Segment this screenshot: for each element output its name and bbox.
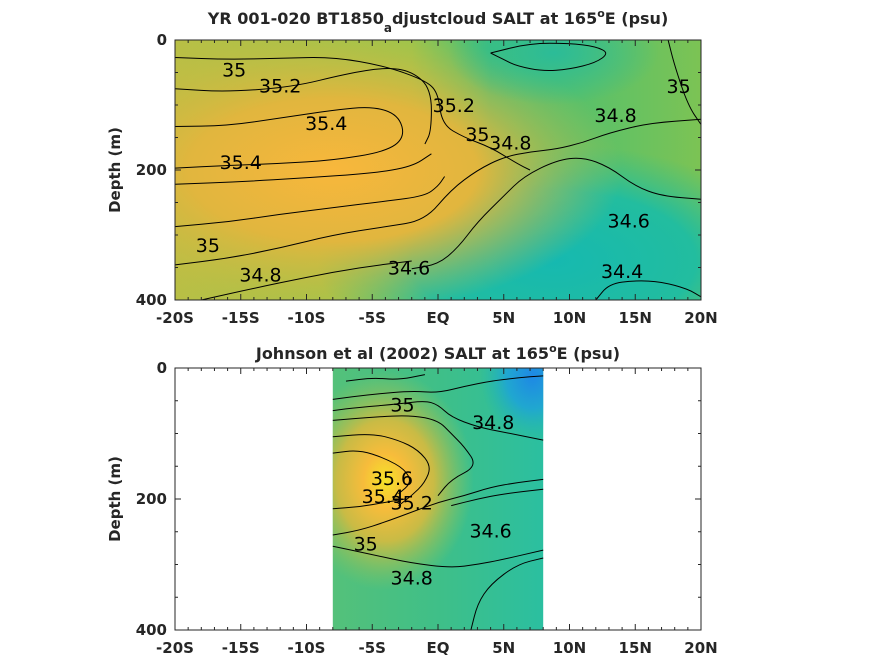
x-tick-label: 20N	[684, 639, 717, 656]
panel-2-x-tick-labels: -20S -15S -10S -5S EQ 5N 10N 15N 20N	[156, 639, 718, 656]
panel-1-ylabel: Depth (m)	[106, 127, 124, 213]
contour-line-34-4	[595, 280, 701, 300]
contour-label: 35	[196, 235, 220, 257]
panel-1-y-tick-labels: 0 200 400	[136, 31, 167, 309]
contour-label: 35.4	[220, 152, 262, 174]
contour-line-35	[332, 478, 544, 536]
contour-label: 35	[390, 394, 414, 416]
contour-line-34-6	[411, 157, 701, 270]
x-tick-label: 15N	[619, 639, 652, 656]
contour-line-35	[667, 40, 701, 125]
contour-label: 35	[465, 124, 489, 146]
contour-line-35	[175, 176, 446, 228]
contour-label: 35.6	[371, 468, 413, 490]
x-tick-label: -20S	[156, 309, 194, 327]
x-tick-label: -10S	[288, 309, 326, 327]
panel-1-title-subscript: a	[384, 21, 392, 35]
contour-line-34-6	[490, 42, 607, 71]
contour-label: 34.6	[608, 211, 650, 233]
contour-label: 34.8	[239, 264, 281, 286]
panel-1-contours	[175, 40, 701, 300]
panel-1-title-superscript: o	[597, 7, 605, 20]
contour-line-34-8	[175, 118, 701, 266]
contour-line-35-2	[175, 68, 432, 145]
panel-2-contours	[332, 374, 544, 630]
panel-2-field	[332, 368, 544, 630]
contour-line-34-6	[470, 557, 544, 630]
y-tick-label: 0	[157, 31, 167, 49]
x-tick-label: -15S	[222, 309, 260, 327]
y-tick-label: 0	[157, 359, 167, 377]
contour-line-35-2	[332, 415, 474, 497]
x-tick-label: EQ	[427, 309, 450, 327]
contour-label: 35.2	[433, 95, 475, 117]
contour-label: 35.2	[391, 493, 433, 515]
contour-line-35-4	[332, 498, 406, 510]
panel-1-title: YR 001-020 BT1850adjustcloud SALT at 165…	[207, 7, 669, 35]
contour-label: 35	[354, 533, 378, 555]
x-tick-label: -5S	[359, 639, 386, 656]
y-tick-label: 200	[136, 490, 167, 508]
panel-2-ticks	[174, 367, 702, 631]
x-tick-label: -5S	[359, 309, 386, 327]
contour-label: 34.8	[489, 133, 531, 155]
contour-label: 35.4	[362, 486, 404, 508]
panel-1-x-tick-labels: -20S -15S -10S -5S EQ 5N 10N 15N 20N	[156, 309, 718, 327]
x-tick-label: EQ	[427, 639, 450, 656]
contour-line-34-8	[332, 375, 544, 400]
panel-1-field	[175, 40, 701, 300]
x-tick-label: 10N	[553, 309, 586, 327]
panel-2-title-end: E (psu)	[557, 344, 621, 363]
contour-line-35-6	[332, 450, 410, 495]
panel-2-title-superscript: o	[549, 342, 557, 355]
x-tick-label: -15S	[222, 639, 260, 656]
contour-label: 34.4	[601, 261, 643, 283]
contour-line-35-4	[332, 434, 430, 506]
contour-label: 35.4	[305, 113, 347, 135]
contour-label: 34.8	[472, 412, 514, 434]
panel-2-title-main: Johnson et al (2002) SALT at 165	[255, 344, 549, 363]
panel-2: Johnson et al (2002) SALT at 165oE (psu)…	[106, 342, 718, 656]
x-tick-label: -20S	[156, 639, 194, 656]
contour-line-34-6	[345, 374, 425, 382]
contour-label: 35.2	[259, 75, 301, 97]
panel-1-title-end: E (psu)	[605, 9, 669, 28]
contour-line-34-8	[332, 545, 544, 568]
contour-label: 34.8	[594, 105, 636, 127]
contour-label: 34.8	[391, 567, 433, 589]
panel-2-contour-labels: 35 34.8 35.635.435.2 35 34.6 34.8	[354, 394, 515, 589]
contour-label: 35	[667, 76, 691, 98]
contour-line-35-4	[175, 107, 404, 169]
x-tick-label: 15N	[619, 309, 652, 327]
x-tick-label: 5N	[492, 309, 515, 327]
x-tick-label: 10N	[553, 639, 586, 656]
panel-1-title-main: YR 001-020 BT1850	[207, 9, 384, 28]
panel-1-ticks	[174, 39, 702, 301]
panel-2-y-tick-labels: 0 200 400	[136, 359, 167, 639]
contour-label: 34.6	[469, 520, 511, 542]
x-tick-label: 5N	[492, 639, 515, 656]
y-tick-label: 200	[136, 161, 167, 179]
y-tick-label: 400	[136, 621, 167, 639]
panel-1: YR 001-020 BT1850adjustcloud SALT at 165…	[106, 7, 718, 327]
y-tick-label: 400	[136, 291, 167, 309]
panel-2-ylabel: Depth (m)	[106, 456, 124, 542]
x-tick-label: 20N	[684, 309, 717, 327]
panel-1-title-mid: djustcloud SALT at 165	[392, 9, 597, 28]
contour-line-35	[332, 401, 544, 441]
x-tick-label: -10S	[288, 639, 326, 656]
contour-label: 35	[222, 60, 246, 82]
contour-line-35-2	[175, 153, 432, 185]
contour-line-34-8	[201, 260, 412, 300]
contour-line-34-6	[451, 488, 544, 507]
panel-2-title: Johnson et al (2002) SALT at 165oE (psu)	[255, 342, 620, 363]
contour-label: 34.6	[388, 257, 430, 279]
